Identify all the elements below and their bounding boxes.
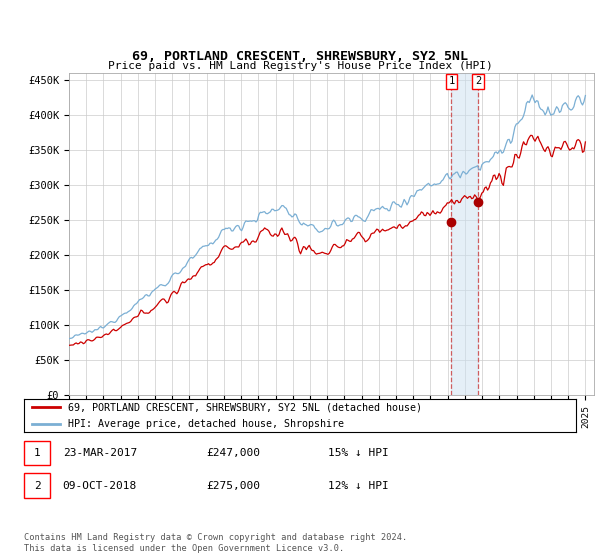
FancyBboxPatch shape	[24, 441, 50, 465]
Text: 69, PORTLAND CRESCENT, SHREWSBURY, SY2 5NL (detached house): 69, PORTLAND CRESCENT, SHREWSBURY, SY2 5…	[68, 402, 422, 412]
Text: Contains HM Land Registry data © Crown copyright and database right 2024.
This d: Contains HM Land Registry data © Crown c…	[24, 533, 407, 553]
Text: 09-OCT-2018: 09-OCT-2018	[62, 480, 137, 491]
Text: 2: 2	[475, 76, 481, 86]
FancyBboxPatch shape	[24, 473, 50, 498]
Text: 15% ↓ HPI: 15% ↓ HPI	[328, 448, 388, 458]
Text: 12% ↓ HPI: 12% ↓ HPI	[328, 480, 388, 491]
Text: Price paid vs. HM Land Registry's House Price Index (HPI): Price paid vs. HM Land Registry's House …	[107, 61, 493, 71]
Text: 1: 1	[448, 76, 455, 86]
Text: £275,000: £275,000	[206, 480, 260, 491]
Text: HPI: Average price, detached house, Shropshire: HPI: Average price, detached house, Shro…	[68, 419, 344, 429]
Text: £247,000: £247,000	[206, 448, 260, 458]
Text: 1: 1	[34, 448, 41, 458]
Text: 23-MAR-2017: 23-MAR-2017	[62, 448, 137, 458]
Text: 2: 2	[34, 480, 41, 491]
Text: 69, PORTLAND CRESCENT, SHREWSBURY, SY2 5NL: 69, PORTLAND CRESCENT, SHREWSBURY, SY2 5…	[132, 49, 468, 63]
Bar	[451, 73, 478, 395]
